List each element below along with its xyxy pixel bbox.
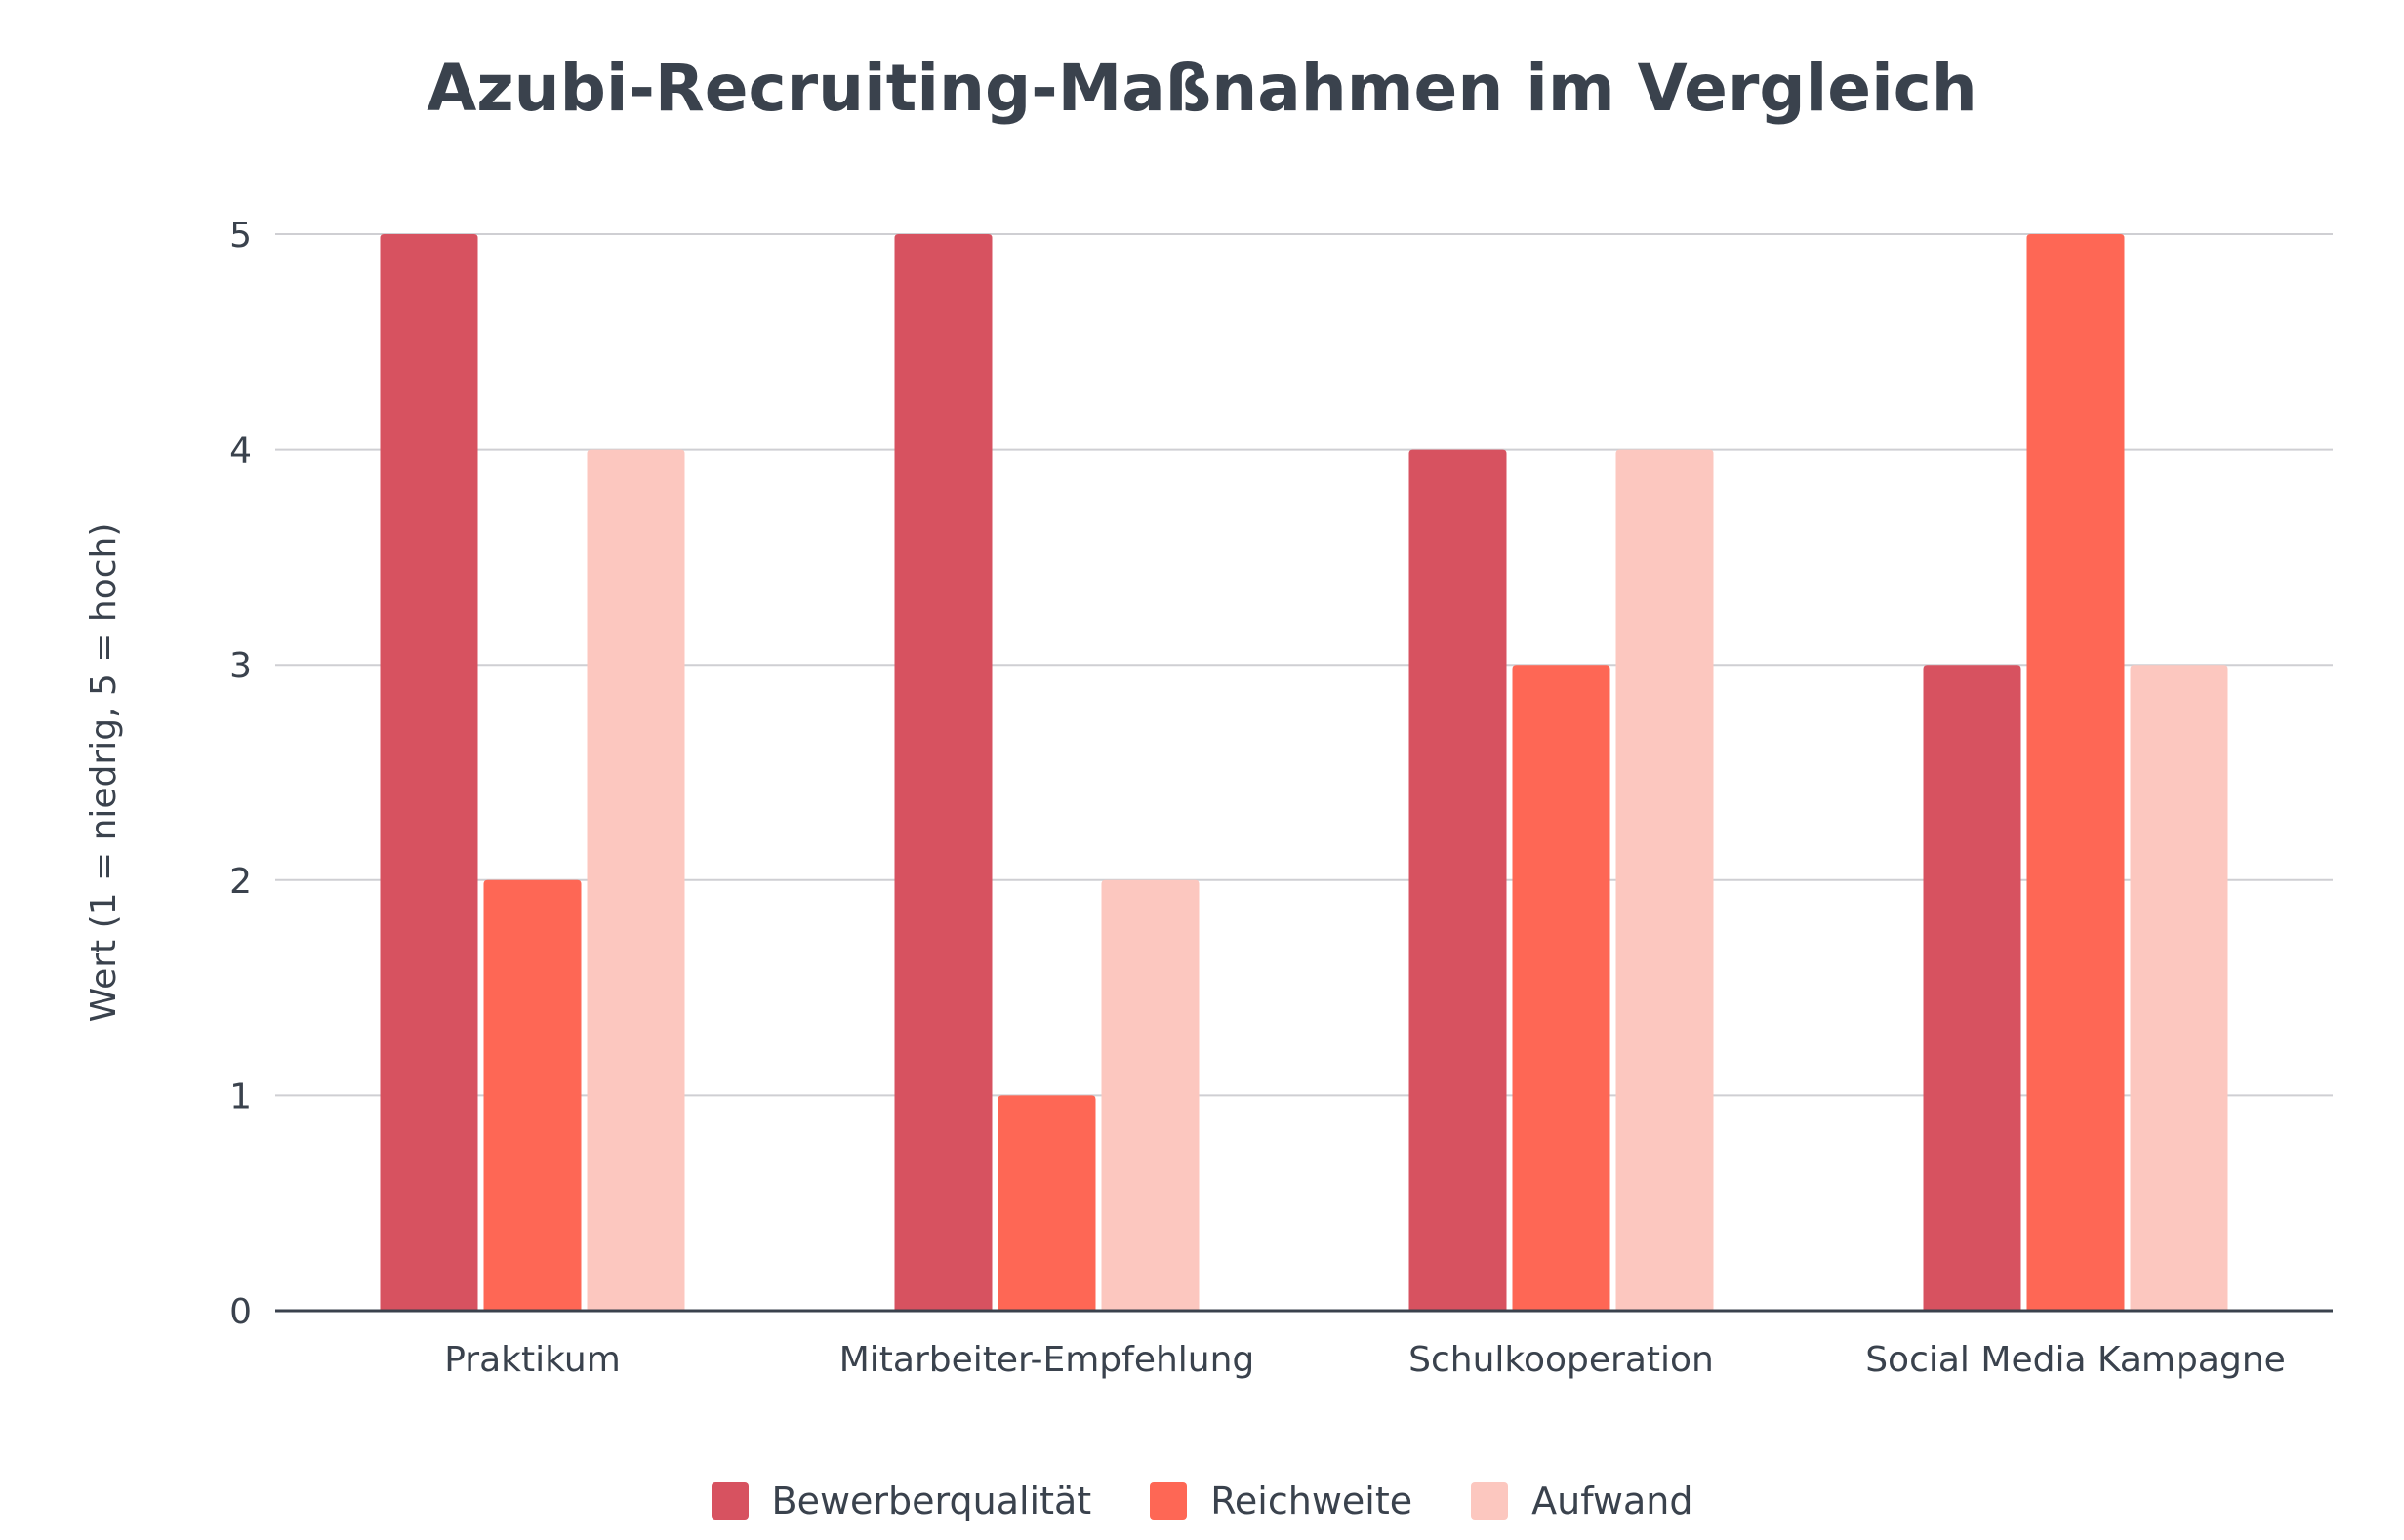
legend-swatch — [1150, 1482, 1188, 1520]
legend-item: Reichweite — [1150, 1479, 1412, 1522]
y-axis-ticks: 0 1 2 3 4 5 — [229, 216, 252, 1332]
bar — [2026, 234, 2125, 1311]
y-tick-label: 2 — [229, 862, 252, 902]
grid-lines — [275, 233, 2333, 1097]
legend-item: Aufwand — [1471, 1479, 1692, 1522]
y-tick-label: 1 — [229, 1076, 252, 1116]
bar — [1512, 665, 1610, 1311]
legend-label: Bewerberqualität — [771, 1479, 1092, 1522]
legend-swatch — [1471, 1482, 1509, 1520]
legend-swatch — [711, 1482, 749, 1520]
y-tick-label: 5 — [229, 216, 252, 256]
bar — [1408, 449, 1507, 1312]
bars — [380, 234, 2228, 1312]
x-category-label: Schulkooperation — [1408, 1340, 1714, 1380]
bar — [2130, 665, 2228, 1311]
bar — [894, 234, 993, 1311]
bar — [587, 449, 685, 1312]
legend-label: Aufwand — [1531, 1479, 1693, 1522]
chart-title: Azubi-Recruiting-Maßnahmen im Vergleich — [427, 51, 1977, 126]
y-tick-label: 3 — [229, 646, 252, 686]
bar — [1923, 665, 2021, 1311]
legend-item: Bewerberqualität — [711, 1479, 1092, 1522]
x-category-label: Mitarbeiter-Empfehlung — [839, 1340, 1255, 1380]
bar — [998, 1095, 1096, 1311]
bar — [483, 879, 582, 1311]
bar — [380, 234, 478, 1311]
y-tick-label: 4 — [229, 431, 252, 471]
legend: Bewerberqualität Reichweite Aufwand — [0, 1472, 2404, 1530]
bar — [1615, 449, 1714, 1312]
x-category-label: Praktikum — [444, 1340, 621, 1380]
bar — [1101, 879, 1200, 1311]
y-tick-label: 0 — [229, 1292, 252, 1332]
x-category-label: Social Media Kampagne — [1865, 1340, 2286, 1380]
y-axis-label: Wert (1 = niedrig, 5 = hoch) — [84, 523, 124, 1023]
x-axis-categories: Praktikum Mitarbeiter-Empfehlung Schulkoop… — [444, 1340, 2286, 1380]
legend-label: Reichweite — [1210, 1479, 1413, 1522]
